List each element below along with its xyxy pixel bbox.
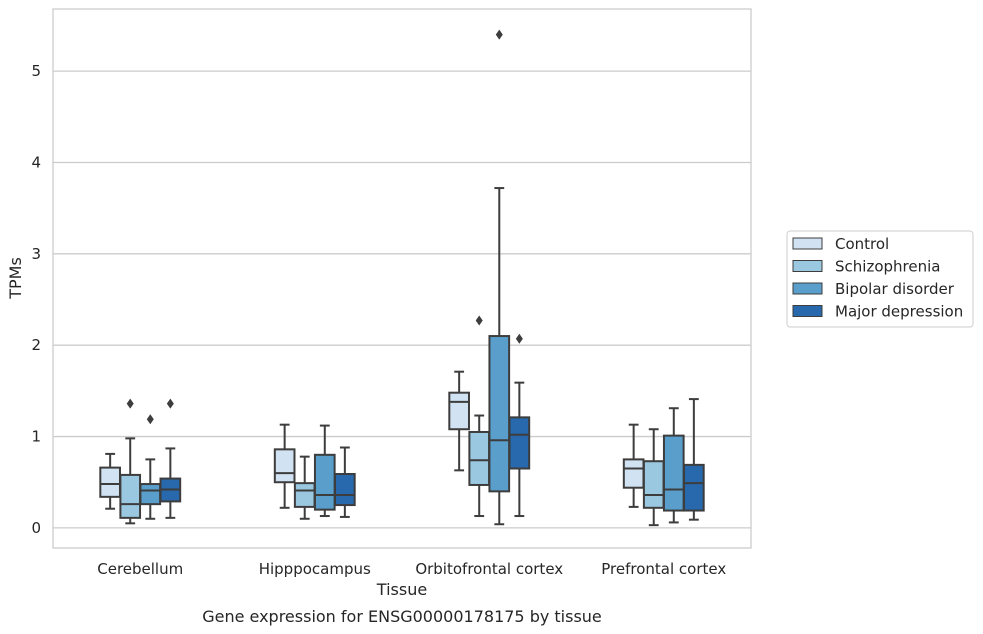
box-group <box>273 423 296 509</box>
box-group <box>448 370 470 472</box>
y-tick-label: 0 <box>31 519 41 537</box>
box-body <box>139 483 162 506</box>
box-body <box>642 460 665 509</box>
plot-frame <box>52 8 752 549</box>
legend-swatch <box>792 282 823 295</box>
y-tick-label: 1 <box>31 428 41 446</box>
box-group <box>313 424 336 518</box>
series-major-depression <box>159 333 705 521</box>
y-tick-label: 5 <box>31 62 41 80</box>
y-tick-label: 2 <box>31 336 41 354</box>
box-group <box>642 428 665 527</box>
legend-label: Major depression <box>835 303 963 321</box>
legend-label: Schizophrenia <box>835 258 940 276</box>
x-axis-title: Tissue <box>376 580 427 599</box>
box-group <box>99 452 121 510</box>
x-tick-labels: Cerebellum Hipppocampus Orbitofrontal cort… <box>97 560 726 578</box>
box-group <box>119 398 142 525</box>
box-body <box>119 473 142 519</box>
legend-items: Control Schizophrenia Bipolar disorder Majo… <box>792 235 963 321</box>
y-axis-title: TPMs <box>6 257 25 300</box>
y-tick-label: 4 <box>31 153 41 171</box>
box-body <box>293 482 316 508</box>
legend-swatch <box>792 237 823 250</box>
box-body <box>334 473 356 507</box>
outlier-point <box>166 398 174 409</box>
legend-label: Bipolar disorder <box>835 280 955 298</box>
legend: Control Schizophrenia Bipolar disorder Majo… <box>786 230 974 328</box>
boxes <box>99 29 705 527</box>
series-bipolar-disorder <box>139 29 685 526</box>
box-body <box>662 434 685 512</box>
x-tick-label: Prefrontal cortex <box>601 560 726 578</box>
legend-swatch <box>792 305 823 317</box>
box-group <box>683 398 705 521</box>
box-body <box>508 416 531 470</box>
legend-swatch <box>792 260 823 272</box>
box-group <box>662 407 685 524</box>
x-tick-label: Orbitofrontal cortex <box>415 560 563 578</box>
box-group <box>139 414 162 520</box>
box-body <box>683 463 705 512</box>
legend-label: Control <box>835 235 889 253</box>
box-group <box>293 455 316 520</box>
box-body <box>468 430 491 486</box>
y-tick-labels: 0 1 2 3 4 5 <box>31 62 41 537</box>
box-group <box>488 29 511 526</box>
x-tick-label: Cerebellum <box>97 560 183 578</box>
y-tick-label: 3 <box>31 245 41 263</box>
box-body <box>273 448 296 484</box>
outlier-point <box>515 333 523 344</box>
box-body <box>488 335 511 493</box>
legend-frame <box>786 230 974 328</box>
chart-caption: Gene expression for ENSG00000178175 by t… <box>202 607 602 626</box>
x-tick-label: Hipppocampus <box>259 560 371 578</box>
outlier-point <box>126 398 134 409</box>
box-body <box>448 391 470 431</box>
box-group <box>508 333 531 518</box>
outlier-point <box>495 29 503 40</box>
outlier-point <box>146 414 154 425</box>
box-group <box>334 446 356 518</box>
series-control <box>99 370 645 510</box>
box-body <box>313 453 336 511</box>
box-body <box>622 458 645 489</box>
box-group <box>159 398 182 519</box>
outlier-point <box>475 315 483 326</box>
box-body <box>99 466 121 498</box>
grid-lines <box>53 70 751 529</box>
series-schizophrenia <box>119 315 665 527</box>
box-group <box>622 423 645 508</box>
